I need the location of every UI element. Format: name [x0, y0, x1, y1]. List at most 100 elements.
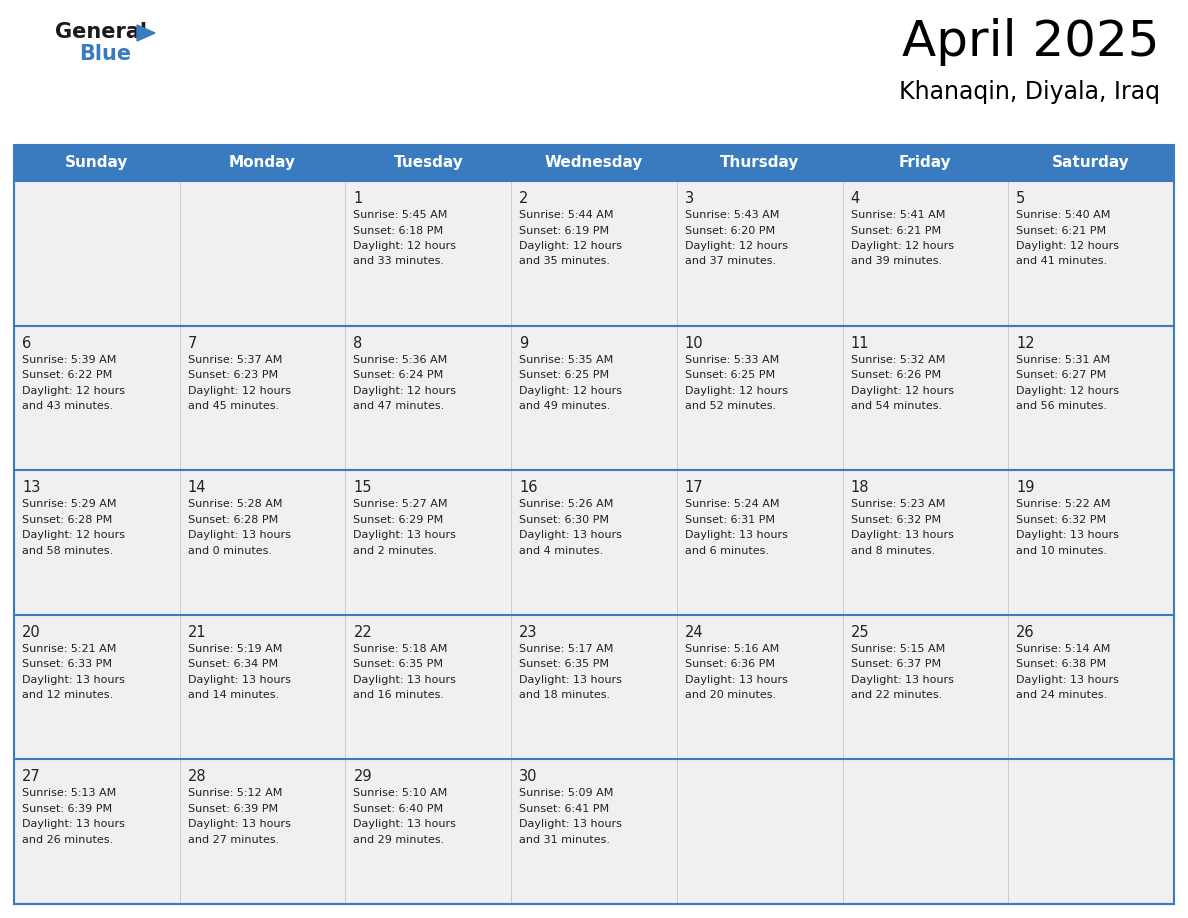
- Text: Sunset: 6:32 PM: Sunset: 6:32 PM: [1016, 515, 1106, 525]
- Bar: [14, 145, 1174, 904]
- Text: Sunset: 6:24 PM: Sunset: 6:24 PM: [353, 370, 443, 380]
- Text: 30: 30: [519, 769, 538, 784]
- Text: Saturday: Saturday: [1053, 155, 1130, 171]
- Text: Wednesday: Wednesday: [545, 155, 643, 171]
- Text: Daylight: 13 hours: Daylight: 13 hours: [851, 531, 954, 540]
- Text: Sunrise: 5:13 AM: Sunrise: 5:13 AM: [23, 789, 116, 799]
- Text: and 41 minutes.: and 41 minutes.: [1016, 256, 1107, 266]
- Text: 5: 5: [1016, 191, 1025, 206]
- Text: and 16 minutes.: and 16 minutes.: [353, 690, 444, 700]
- Text: 19: 19: [1016, 480, 1035, 495]
- Text: Daylight: 13 hours: Daylight: 13 hours: [684, 675, 788, 685]
- Text: 12: 12: [1016, 336, 1035, 351]
- Text: and 29 minutes.: and 29 minutes.: [353, 834, 444, 845]
- Text: and 54 minutes.: and 54 minutes.: [851, 401, 942, 411]
- Text: Sunset: 6:31 PM: Sunset: 6:31 PM: [684, 515, 775, 525]
- Text: Sunset: 6:25 PM: Sunset: 6:25 PM: [519, 370, 609, 380]
- Text: 29: 29: [353, 769, 372, 784]
- Text: Sunrise: 5:37 AM: Sunrise: 5:37 AM: [188, 354, 282, 364]
- Text: Daylight: 12 hours: Daylight: 12 hours: [684, 241, 788, 251]
- Text: 20: 20: [23, 625, 40, 640]
- Text: 17: 17: [684, 480, 703, 495]
- Text: 13: 13: [23, 480, 40, 495]
- Text: 14: 14: [188, 480, 207, 495]
- Text: Sunset: 6:36 PM: Sunset: 6:36 PM: [684, 659, 775, 669]
- Text: Sunrise: 5:22 AM: Sunrise: 5:22 AM: [1016, 499, 1111, 509]
- Text: Sunset: 6:21 PM: Sunset: 6:21 PM: [851, 226, 941, 236]
- Text: Sunrise: 5:24 AM: Sunrise: 5:24 AM: [684, 499, 779, 509]
- Text: Sunrise: 5:44 AM: Sunrise: 5:44 AM: [519, 210, 614, 220]
- Text: Sunset: 6:22 PM: Sunset: 6:22 PM: [23, 370, 112, 380]
- Text: and 26 minutes.: and 26 minutes.: [23, 834, 113, 845]
- Text: 24: 24: [684, 625, 703, 640]
- Text: Sunrise: 5:36 AM: Sunrise: 5:36 AM: [353, 354, 448, 364]
- Text: Daylight: 12 hours: Daylight: 12 hours: [519, 241, 623, 251]
- Text: Daylight: 12 hours: Daylight: 12 hours: [519, 386, 623, 396]
- Text: Daylight: 13 hours: Daylight: 13 hours: [188, 675, 291, 685]
- Text: Friday: Friday: [899, 155, 952, 171]
- Text: and 43 minutes.: and 43 minutes.: [23, 401, 113, 411]
- Text: Sunrise: 5:10 AM: Sunrise: 5:10 AM: [353, 789, 448, 799]
- Text: 28: 28: [188, 769, 207, 784]
- Text: Sunrise: 5:14 AM: Sunrise: 5:14 AM: [1016, 644, 1111, 654]
- Text: and 2 minutes.: and 2 minutes.: [353, 545, 437, 555]
- Text: 22: 22: [353, 625, 372, 640]
- Text: Daylight: 12 hours: Daylight: 12 hours: [851, 241, 954, 251]
- Text: Sunrise: 5:33 AM: Sunrise: 5:33 AM: [684, 354, 779, 364]
- Text: 10: 10: [684, 336, 703, 351]
- Text: and 31 minutes.: and 31 minutes.: [519, 834, 611, 845]
- Text: Sunset: 6:39 PM: Sunset: 6:39 PM: [23, 804, 112, 814]
- Text: Sunrise: 5:15 AM: Sunrise: 5:15 AM: [851, 644, 944, 654]
- Text: and 6 minutes.: and 6 minutes.: [684, 545, 769, 555]
- Text: and 33 minutes.: and 33 minutes.: [353, 256, 444, 266]
- Text: Daylight: 12 hours: Daylight: 12 hours: [353, 241, 456, 251]
- Text: Sunrise: 5:41 AM: Sunrise: 5:41 AM: [851, 210, 944, 220]
- Text: and 18 minutes.: and 18 minutes.: [519, 690, 611, 700]
- Text: Sunrise: 5:35 AM: Sunrise: 5:35 AM: [519, 354, 613, 364]
- Text: Daylight: 13 hours: Daylight: 13 hours: [353, 531, 456, 540]
- Text: General: General: [55, 22, 147, 42]
- Bar: [14, 326, 1174, 470]
- Text: Sunset: 6:39 PM: Sunset: 6:39 PM: [188, 804, 278, 814]
- Text: 7: 7: [188, 336, 197, 351]
- Text: Daylight: 13 hours: Daylight: 13 hours: [353, 820, 456, 829]
- Text: Sunrise: 5:39 AM: Sunrise: 5:39 AM: [23, 354, 116, 364]
- Text: 8: 8: [353, 336, 362, 351]
- Text: Sunset: 6:34 PM: Sunset: 6:34 PM: [188, 659, 278, 669]
- Text: Daylight: 12 hours: Daylight: 12 hours: [684, 386, 788, 396]
- Text: Daylight: 13 hours: Daylight: 13 hours: [353, 675, 456, 685]
- Text: Daylight: 13 hours: Daylight: 13 hours: [519, 675, 623, 685]
- Text: Sunrise: 5:17 AM: Sunrise: 5:17 AM: [519, 644, 613, 654]
- Text: Sunset: 6:37 PM: Sunset: 6:37 PM: [851, 659, 941, 669]
- Text: Sunset: 6:35 PM: Sunset: 6:35 PM: [519, 659, 609, 669]
- Text: Sunday: Sunday: [65, 155, 128, 171]
- Text: Sunrise: 5:27 AM: Sunrise: 5:27 AM: [353, 499, 448, 509]
- Bar: [14, 181, 1174, 326]
- Text: Sunset: 6:41 PM: Sunset: 6:41 PM: [519, 804, 609, 814]
- Text: 16: 16: [519, 480, 538, 495]
- Text: Sunset: 6:19 PM: Sunset: 6:19 PM: [519, 226, 609, 236]
- Bar: [14, 759, 1174, 904]
- Text: and 22 minutes.: and 22 minutes.: [851, 690, 942, 700]
- Text: and 10 minutes.: and 10 minutes.: [1016, 545, 1107, 555]
- Text: Daylight: 13 hours: Daylight: 13 hours: [23, 820, 125, 829]
- Text: and 58 minutes.: and 58 minutes.: [23, 545, 113, 555]
- Text: Daylight: 13 hours: Daylight: 13 hours: [188, 820, 291, 829]
- Text: Sunset: 6:23 PM: Sunset: 6:23 PM: [188, 370, 278, 380]
- Text: Sunrise: 5:23 AM: Sunrise: 5:23 AM: [851, 499, 944, 509]
- Text: 2: 2: [519, 191, 529, 206]
- Text: Thursday: Thursday: [720, 155, 800, 171]
- Text: Sunset: 6:35 PM: Sunset: 6:35 PM: [353, 659, 443, 669]
- Bar: [14, 470, 1174, 615]
- Text: Sunset: 6:29 PM: Sunset: 6:29 PM: [353, 515, 443, 525]
- Text: Sunset: 6:21 PM: Sunset: 6:21 PM: [1016, 226, 1106, 236]
- Text: Khanaqin, Diyala, Iraq: Khanaqin, Diyala, Iraq: [899, 80, 1159, 104]
- Text: Monday: Monday: [229, 155, 296, 171]
- Text: Sunrise: 5:32 AM: Sunrise: 5:32 AM: [851, 354, 944, 364]
- Text: Sunrise: 5:16 AM: Sunrise: 5:16 AM: [684, 644, 779, 654]
- Text: Daylight: 13 hours: Daylight: 13 hours: [1016, 675, 1119, 685]
- Text: 18: 18: [851, 480, 870, 495]
- Text: Sunset: 6:27 PM: Sunset: 6:27 PM: [1016, 370, 1106, 380]
- Text: Daylight: 12 hours: Daylight: 12 hours: [1016, 241, 1119, 251]
- Text: and 47 minutes.: and 47 minutes.: [353, 401, 444, 411]
